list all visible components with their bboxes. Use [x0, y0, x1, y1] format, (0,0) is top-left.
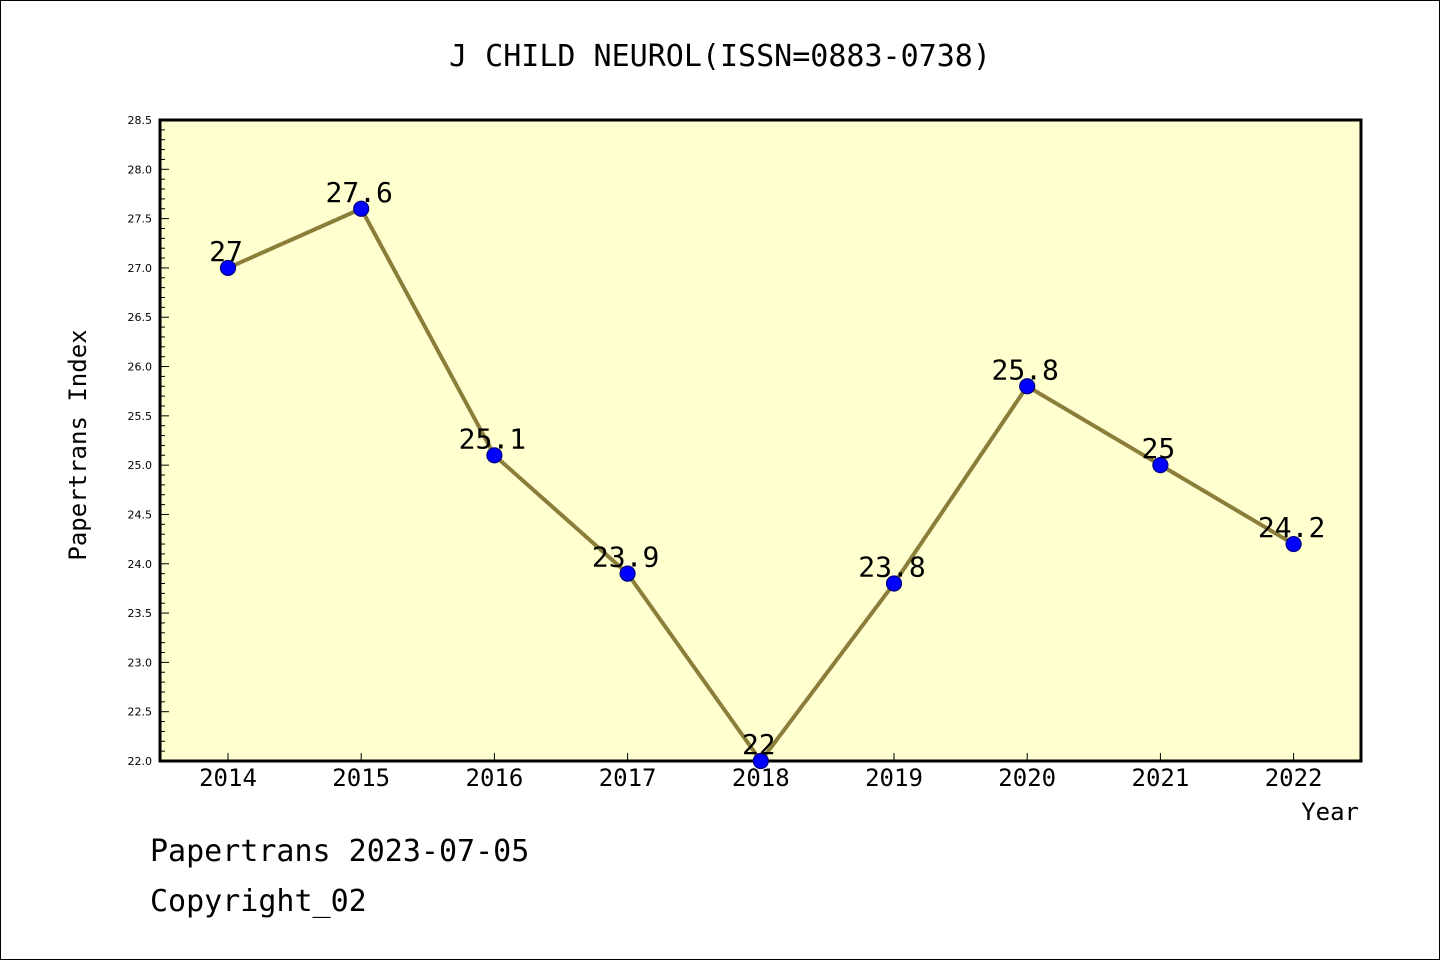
x-tick-label: 2019: [865, 764, 923, 792]
x-tick-label: 2016: [466, 764, 524, 792]
plot-area: [158, 118, 1363, 763]
y-tick-label: 27.5: [128, 213, 153, 226]
data-point: [486, 447, 503, 464]
y-tick-label: 24.5: [128, 508, 153, 521]
y-tick-label: 27.0: [128, 262, 153, 275]
x-tick-label: 2014: [199, 764, 257, 792]
data-label: 25.1: [459, 422, 526, 455]
data-label: 25.8: [991, 353, 1058, 386]
x-tick-label: 2015: [332, 764, 390, 792]
x-axis: 2014 2015 2016 2017 2018 2019 2020 2021 2022: [199, 753, 1322, 792]
series-layer: 27 27.6 25.1 23.9 22 23.8 25.8 25 24.2: [209, 176, 1325, 770]
data-label: 23.8: [858, 550, 925, 583]
y-tick-label: 22.0: [128, 755, 153, 768]
data-point: [219, 259, 237, 277]
y-axis: 22.0 22.5 23.0 23.5 24.0 24.5 25.0 25.5 26.0 26.5…: [128, 114, 169, 768]
y-tick-label: 24.0: [128, 558, 153, 571]
data-point: [1019, 378, 1036, 395]
y-tick-label: 26.0: [128, 361, 153, 374]
data-point: [353, 200, 370, 217]
y-tick-label: 23.5: [128, 607, 153, 620]
data-label: 24.2: [1258, 511, 1325, 544]
y-tick-label: 28.5: [128, 114, 153, 127]
x-axis-label: Year: [1301, 798, 1359, 826]
x-tick-label: 2021: [1132, 764, 1190, 792]
data-label: 22: [742, 728, 776, 761]
y-tick-label: 25.0: [128, 459, 153, 472]
data-label: 23.9: [592, 541, 659, 574]
footer-date: Papertrans 2023-07-05: [150, 834, 530, 869]
data-point: [885, 575, 903, 592]
data-point: [1285, 535, 1302, 553]
y-tick-label: 26.5: [128, 311, 153, 324]
footer-copyright: Copyright_02: [150, 884, 367, 919]
data-label: 25: [1142, 432, 1176, 465]
y-tick-label: 25.5: [128, 410, 153, 423]
x-tick-label: 2020: [998, 764, 1056, 792]
x-tick-label: 2022: [1265, 764, 1323, 792]
data-label: 27: [209, 235, 243, 268]
y-axis-label: Papertrans Index: [64, 329, 92, 560]
data-point: [752, 752, 769, 770]
y-tick-label: 22.5: [128, 706, 153, 719]
y-tick-label: 28.0: [128, 163, 153, 176]
chart-title: J CHILD NEUROL(ISSN=0883-0738): [449, 39, 991, 74]
data-label: 27.6: [325, 176, 392, 209]
x-tick-label: 2017: [599, 764, 657, 792]
data-point: [1152, 457, 1169, 474]
data-point: [619, 565, 636, 582]
y-tick-label: 23.0: [128, 656, 153, 669]
